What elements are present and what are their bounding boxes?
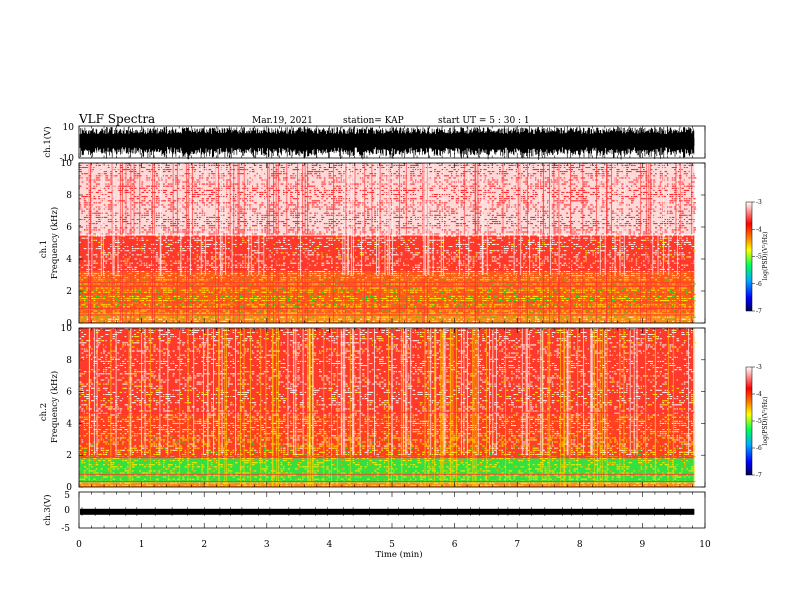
ch3-ytick-top: 5 [64, 491, 70, 501]
ch2-colorbar-ticks: -3 -4 -5 -6 -7 [752, 364, 762, 479]
x-tick-label: 3 [264, 540, 270, 550]
ch2-spectrogram-yticklabels: 0 2 4 6 8 10 [61, 324, 705, 493]
ch2-frequency-label: Frequency (kHz) [49, 371, 60, 443]
spectrogram-streaks-light [89, 328, 695, 456]
x-tick-label: 7 [514, 540, 520, 550]
y-tick-label: 0 [66, 319, 72, 329]
ch1-waveform-ylabel: ch.1(V) [42, 126, 53, 157]
ch1-frequency-label: Frequency (kHz) [49, 207, 60, 279]
ch2-spectrogram-ticks [78, 328, 706, 487]
ch1-colorbar: -3 -4 -5 -6 -7 log(PSD)(V²/Hz) [745, 199, 769, 315]
x-tick-label: 2 [201, 540, 207, 550]
ch3-waveform-trace [80, 507, 695, 516]
ch3-ytick-bottom: -5 [61, 524, 70, 534]
y-tick-label: 10 [61, 159, 73, 169]
ch2-spectrogram-image [79, 328, 697, 487]
y-tick-label: 8 [66, 191, 72, 201]
ch1-waveform-trace [79, 127, 695, 160]
colorbar-tick-label: -4 [756, 391, 762, 398]
ch1-colorbar-gradient [745, 201, 753, 312]
colorbar-tick-label: -7 [756, 472, 762, 479]
header-date: Mar.19, 2021 [252, 116, 313, 126]
spectrogram-streaks-light [87, 163, 679, 275]
ch1-ytick-top: 10 [63, 123, 75, 133]
ch1-colorbar-ticks: -3 -4 -5 -6 -7 [752, 199, 762, 315]
x-tick-label: 9 [640, 540, 646, 550]
ch3-waveform-ylabel: ch.3(V) [42, 494, 53, 525]
ch3-waveform-spikes [81, 507, 681, 516]
ch1-ytick-bottom: -10 [60, 154, 75, 164]
ch1-waveform-panel: 10 -10 ch.1(V) [42, 123, 706, 164]
ch2-spectrogram-panel: 0 2 4 6 8 10 ch.2 Frequency (kHz) -3 -4 -5 -6 -7 … [39, 324, 769, 493]
figure-title: VLF Spectra [78, 112, 155, 126]
y-tick-label: 2 [66, 451, 72, 461]
x-tick-label: 4 [327, 540, 333, 550]
ch2-channel-label: ch.2 [39, 403, 49, 421]
ch1-spectrogram-yticklabels: 0 2 4 6 8 10 [61, 159, 705, 329]
ch1-channel-label: ch.1 [39, 240, 49, 258]
header-start-time: start UT = 5 : 30 : 1 [438, 116, 530, 126]
y-tick-label: 4 [66, 419, 72, 429]
colorbar-tick-label: -6 [756, 445, 762, 452]
y-tick-label: 6 [66, 223, 72, 233]
colorbar-tick-label: -4 [756, 226, 762, 233]
x-tick-label: 1 [139, 540, 145, 550]
colorbar-tick-label: -5 [756, 254, 762, 261]
ch3-ytick-mid: 0 [64, 506, 70, 516]
colorbar-tick-label: -5 [756, 418, 762, 425]
x-tick-label: 8 [577, 540, 583, 550]
ch3-waveform-line [80, 508, 695, 515]
spectrogram-band [79, 482, 695, 487]
ch2-colorbar-gradient [745, 366, 753, 476]
ch1-colorbar-label: log(PSD)(V²/Hz) [762, 232, 769, 281]
ch3-waveform-ticks [78, 492, 706, 528]
ch1-waveform-ticks [78, 126, 706, 158]
x-tick-label: 0 [76, 540, 82, 550]
ch1-spectrogram-ticks [78, 163, 706, 323]
ch1-waveform-core [80, 138, 695, 146]
ch3-waveform-panel: 5 0 -5 ch.3(V) [42, 491, 706, 534]
y-tick-label: 6 [66, 388, 72, 398]
colorbar-tick-label: -7 [756, 308, 762, 315]
x-tick-label: 5 [389, 540, 395, 550]
y-tick-label: 4 [66, 255, 72, 265]
ch2-colorbar-label: log(PSD)(V²/Hz) [762, 397, 769, 446]
time-axis-label: Time (min) [375, 549, 422, 560]
colorbar-tick-label: -6 [756, 281, 762, 288]
colorbar-tick-label: -3 [756, 364, 762, 371]
spectrogram-band [79, 235, 695, 272]
y-tick-label: 8 [66, 356, 72, 366]
spectrogram-texture-orange [79, 457, 695, 486]
colorbar-tick-label: -3 [756, 199, 762, 206]
y-tick-label: 0 [66, 483, 72, 493]
ch2-colorbar: -3 -4 -5 -6 -7 log(PSD)(V²/Hz) [745, 364, 769, 479]
ch1-spectrogram-image [79, 163, 697, 323]
header-station: station= KAP [343, 116, 404, 126]
y-tick-label: 10 [61, 324, 73, 334]
x-tick-label: 6 [452, 540, 458, 550]
x-tick-label: 10 [699, 540, 711, 550]
y-tick-label: 2 [66, 287, 72, 297]
ch1-spectrogram-panel: 0 2 4 6 8 10 ch.1 Frequency (kHz) -3 -4 -5 -6 -7 … [39, 159, 769, 329]
time-axis-ticklabels: 0 1 2 3 4 5 6 7 8 9 10 [76, 540, 711, 550]
spectrogram-band [79, 313, 695, 323]
